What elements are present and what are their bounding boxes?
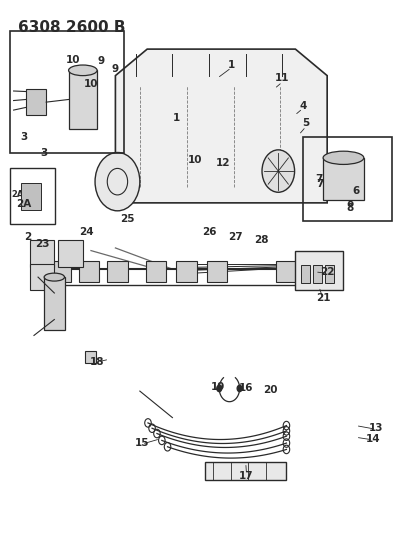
- Bar: [146, 261, 166, 282]
- Bar: [204, 462, 286, 480]
- Bar: [107, 261, 127, 282]
- Text: 3: 3: [20, 132, 27, 142]
- Bar: [10, 30, 124, 152]
- Circle shape: [236, 385, 241, 392]
- Bar: [300, 261, 320, 282]
- Text: 10: 10: [83, 78, 98, 88]
- Bar: [300, 265, 309, 284]
- Text: 10: 10: [65, 55, 80, 64]
- Bar: [26, 89, 46, 115]
- Text: 8: 8: [346, 198, 353, 207]
- Circle shape: [95, 152, 139, 211]
- Bar: [58, 240, 83, 266]
- Bar: [294, 251, 343, 290]
- Text: 1: 1: [227, 60, 234, 70]
- Bar: [312, 265, 321, 284]
- Bar: [68, 70, 97, 128]
- Text: 6: 6: [351, 180, 358, 190]
- Text: 24: 24: [79, 227, 93, 237]
- Ellipse shape: [44, 273, 64, 281]
- Text: 9: 9: [97, 56, 104, 66]
- Bar: [10, 168, 55, 224]
- Text: 12: 12: [216, 158, 230, 168]
- Bar: [79, 261, 99, 282]
- Text: 4: 4: [298, 101, 306, 111]
- Circle shape: [261, 150, 294, 192]
- Bar: [30, 264, 54, 290]
- Text: 2: 2: [24, 232, 31, 243]
- Text: 23: 23: [35, 239, 49, 249]
- Text: 15: 15: [134, 438, 149, 448]
- Text: 3: 3: [40, 148, 48, 158]
- Text: 27: 27: [228, 232, 242, 243]
- Text: 19: 19: [210, 382, 225, 392]
- Text: 1: 1: [173, 113, 180, 123]
- Text: 5: 5: [301, 118, 309, 128]
- Bar: [30, 240, 54, 266]
- Ellipse shape: [68, 65, 97, 76]
- Text: 8: 8: [345, 203, 352, 213]
- Bar: [176, 261, 196, 282]
- Bar: [302, 136, 391, 221]
- Text: 26: 26: [201, 227, 216, 237]
- Text: 25: 25: [120, 214, 135, 224]
- Bar: [85, 351, 96, 363]
- Bar: [207, 261, 227, 282]
- Text: 2A: 2A: [11, 190, 24, 199]
- Bar: [50, 261, 70, 282]
- Text: 20: 20: [262, 385, 277, 395]
- Text: 28: 28: [253, 235, 268, 245]
- Bar: [20, 183, 41, 210]
- Text: 6: 6: [351, 186, 358, 196]
- Text: 16: 16: [238, 383, 252, 393]
- Text: 7: 7: [315, 179, 323, 189]
- Text: 13: 13: [368, 423, 382, 433]
- Text: 11: 11: [274, 73, 289, 83]
- Text: 14: 14: [364, 434, 379, 444]
- Bar: [44, 277, 64, 330]
- Circle shape: [216, 385, 221, 392]
- Bar: [276, 261, 296, 282]
- Text: 18: 18: [90, 357, 104, 367]
- Bar: [324, 265, 333, 284]
- Text: 6308 2600 B: 6308 2600 B: [18, 20, 125, 35]
- Ellipse shape: [322, 151, 363, 165]
- Text: 2A: 2A: [16, 199, 31, 209]
- Text: 21: 21: [315, 293, 330, 303]
- Text: 10: 10: [187, 156, 202, 165]
- Text: 9: 9: [112, 64, 119, 74]
- Bar: [322, 158, 363, 200]
- Text: 7: 7: [315, 174, 322, 184]
- Polygon shape: [115, 49, 326, 203]
- Text: 17: 17: [238, 471, 253, 481]
- Text: 22: 22: [319, 267, 334, 277]
